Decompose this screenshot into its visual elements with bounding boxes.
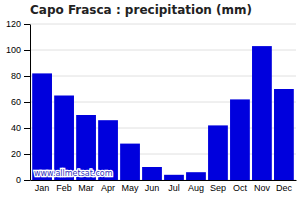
y-tick-label: 40	[11, 123, 21, 133]
y-tick: 80	[11, 71, 30, 81]
title: Capo Frasca : precipitation (mm)	[30, 3, 252, 17]
annotation: www.allmetsat.com	[34, 169, 113, 178]
y-tick-mark	[24, 50, 30, 51]
bar	[142, 167, 162, 180]
y-tick: 100	[6, 45, 30, 55]
x-tick: Dec	[276, 183, 293, 193]
y-axis-line	[30, 25, 31, 181]
y-tick-label: 0	[16, 175, 21, 185]
y-tick-label: 100	[6, 45, 21, 55]
chart: 0 20 40 60 80 100 120 Jan Feb Mar Apr May Jun Jul Aug S…	[0, 0, 306, 200]
x-tick: Sep	[210, 183, 226, 193]
y-tick-label: 80	[11, 71, 21, 81]
x-tick: May	[122, 183, 140, 193]
bar	[32, 73, 52, 180]
x-axis: Jan Feb Mar Apr May Jun Jul Aug Sep Oct Nov Dec	[31, 181, 297, 194]
x-tick-label: Aug	[188, 183, 204, 193]
bar	[230, 99, 250, 180]
x-tick-label: Feb	[56, 183, 72, 193]
y-tick-mark	[24, 180, 30, 181]
y-tick-mark	[24, 154, 30, 155]
x-tick-label: Jun	[145, 183, 160, 193]
x-tick-label: Sep	[210, 183, 226, 193]
x-tick-label: Mar	[78, 183, 94, 193]
grid-line	[30, 24, 296, 25]
y-tick-mark	[24, 102, 30, 103]
y-tick-label: 20	[11, 149, 21, 159]
y-tick-mark	[24, 76, 30, 77]
bar	[252, 46, 272, 180]
bar	[120, 144, 140, 180]
x-tick: Feb	[56, 183, 72, 193]
x-tick-label: Nov	[254, 183, 271, 193]
x-tick-label: Oct	[233, 183, 248, 193]
y-tick: 120	[6, 19, 30, 29]
x-tick: Jan	[35, 183, 50, 193]
bar	[274, 89, 294, 180]
y-axis: 0 20 40 60 80 100 120	[6, 19, 31, 185]
x-tick-label: Apr	[101, 183, 115, 193]
y-tick-label: 60	[11, 97, 21, 107]
x-tick: Oct	[233, 183, 248, 193]
bar	[54, 96, 74, 181]
x-tick: Jul	[168, 183, 180, 193]
x-tick: Aug	[188, 183, 204, 193]
bars	[32, 46, 294, 180]
x-tick: Mar	[78, 183, 94, 193]
y-tick-label: 120	[6, 19, 21, 29]
y-tick-mark	[24, 128, 30, 129]
y-tick: 0	[16, 175, 30, 185]
plot: 0 20 40 60 80 100 120 Jan Feb Mar Apr May Jun Jul Aug S…	[6, 19, 297, 193]
x-tick: Apr	[101, 183, 115, 193]
x-tick-label: May	[122, 183, 140, 193]
y-tick-mark	[24, 24, 30, 25]
bar	[186, 172, 206, 180]
x-tick: Jun	[145, 183, 160, 193]
x-tick-label: Dec	[276, 183, 293, 193]
y-tick: 40	[11, 123, 30, 133]
x-tick-label: Jul	[168, 183, 180, 193]
x-tick: Nov	[254, 183, 271, 193]
grid	[30, 24, 296, 180]
y-tick: 60	[11, 97, 30, 107]
y-tick: 20	[11, 149, 30, 159]
bar	[208, 125, 228, 180]
bar	[164, 175, 184, 180]
x-axis-line	[31, 180, 297, 181]
x-tick-label: Jan	[35, 183, 50, 193]
